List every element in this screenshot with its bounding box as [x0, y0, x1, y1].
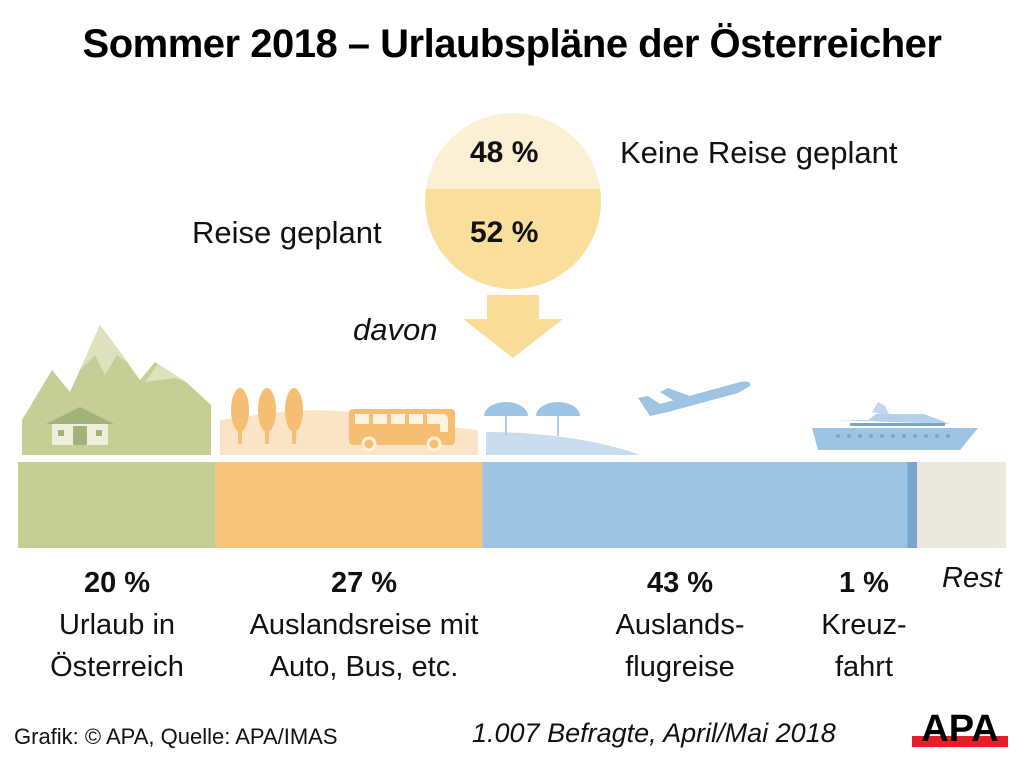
beach-umbrellas-icon	[484, 402, 640, 455]
category-label-rest: Rest	[942, 562, 1002, 594]
mountains-house-icon	[22, 325, 211, 455]
bar-segment-rest	[917, 462, 1006, 548]
illustrations	[22, 325, 978, 455]
no-trip-label: Keine Reise geplant	[620, 135, 898, 170]
category-name: Auslandsreise mit Auto, Bus, etc.	[249, 609, 479, 683]
value-label: 20 %	[83, 567, 151, 599]
category-label-austria: 20 % Urlaub in Österreich	[18, 562, 216, 688]
bar-segment-flight	[482, 462, 908, 548]
value-label: 27 %	[330, 567, 398, 599]
stacked-bar	[18, 462, 1006, 548]
trip-split-graphic	[425, 113, 601, 358]
apa-logo-bar	[912, 736, 1008, 747]
value-label: 1 %	[839, 567, 889, 599]
trees-bus-icon	[220, 388, 478, 455]
no-trip-value: 48 %	[470, 136, 539, 169]
value-label: 43 %	[646, 567, 714, 599]
source-credit: Grafik: © APA, Quelle: APA/IMAS	[14, 724, 338, 749]
airplane-icon	[638, 381, 751, 416]
down-arrow-icon	[463, 295, 563, 358]
cruise-ship-icon	[812, 402, 978, 450]
trip-value: 52 %	[470, 216, 539, 249]
bar-segment-austria	[18, 462, 216, 548]
chart-title: Sommer 2018 – Urlaubspläne der Österreic…	[82, 22, 942, 66]
category-label-flight: 43 % Auslands- flugreise	[590, 562, 770, 688]
category-label-cruise: 1 % Kreuz- fahrt	[808, 562, 920, 688]
arrow-label: davon	[353, 312, 438, 347]
category-label-car-bus: 27 % Auslandsreise mit Auto, Bus, etc.	[216, 562, 512, 688]
bar-segment-car-bus	[215, 462, 483, 548]
apa-logo-text: APA	[921, 708, 998, 750]
sample-note: 1.007 Befragte, April/Mai 2018	[472, 718, 836, 748]
bar-segment-cruise	[907, 462, 918, 548]
category-name: Urlaub in Österreich	[50, 609, 184, 683]
category-name: Auslands- flugreise	[615, 609, 745, 683]
category-name: Kreuz- fahrt	[821, 609, 907, 683]
trip-label: Reise geplant	[192, 215, 382, 250]
apa-logo: APA	[912, 708, 1008, 750]
